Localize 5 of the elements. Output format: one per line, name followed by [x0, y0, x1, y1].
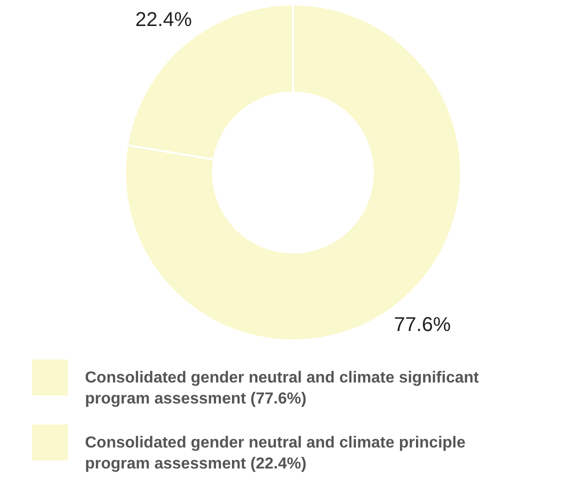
data-label: 77.6% — [394, 314, 451, 336]
legend-label: Consolidated gender neutral and climate significant program assessment (77.6%) — [85, 370, 480, 408]
donut-slice — [124, 4, 462, 342]
legend-label: Consolidated gender neutral and climate principle program assessment (22.4%) — [85, 434, 466, 472]
data-label: 22.4% — [135, 9, 192, 32]
